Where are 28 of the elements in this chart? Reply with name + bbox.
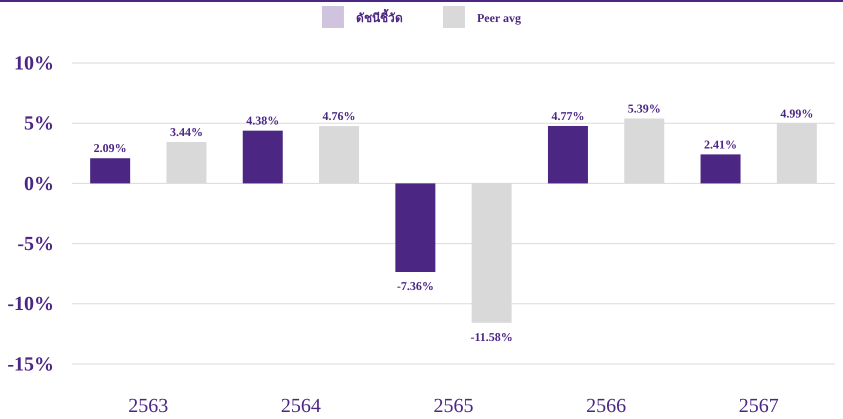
data-label: 2.41% (704, 137, 738, 152)
data-label: 4.77% (551, 108, 584, 123)
bar (548, 126, 588, 184)
legend-label: ดัชนีชี้วัด (356, 8, 403, 25)
x-tick-label: 2564 (280, 395, 321, 418)
y-tick-label: -15% (7, 353, 54, 376)
data-label: 4.99% (780, 106, 814, 120)
x-tick-label: 2565 (434, 395, 474, 418)
bar (242, 130, 283, 184)
bar (90, 158, 130, 184)
x-tick-label: 2563 (128, 395, 168, 418)
data-label: 3.44% (170, 124, 203, 139)
data-label: 4.76% (322, 109, 356, 124)
data-label: -11.58% (470, 330, 513, 344)
x-tick-label: 2566 (586, 395, 626, 418)
y-tick-label: -10% (7, 293, 54, 316)
data-label: 4.38% (246, 114, 280, 128)
data-label: -7.36% (396, 279, 434, 294)
legend-label: Peer avg (476, 11, 522, 25)
x-tick-label: 2567 (738, 395, 779, 418)
bar (395, 183, 436, 272)
y-tick-label: 10% (14, 52, 54, 74)
y-tick-label: -5% (17, 233, 54, 255)
y-tick-label: 5% (24, 112, 54, 135)
data-label: 5.39% (628, 102, 661, 116)
bar (700, 154, 741, 184)
y-tick-label: 0% (24, 172, 54, 195)
data-label: 2.09% (94, 141, 127, 156)
